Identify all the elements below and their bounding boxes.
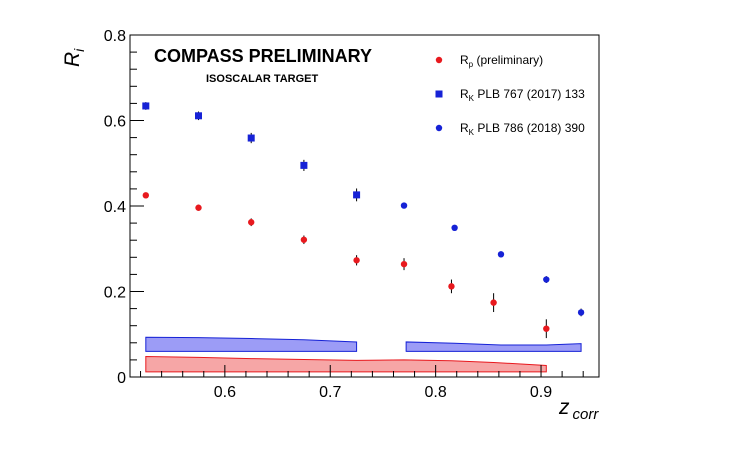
legend-label-rest: PLB 786 (2018) 390 xyxy=(474,121,585,135)
y-axis: 0 0.2 0.4 0.6 0.8 xyxy=(104,28,144,387)
legend-label-main: R xyxy=(460,53,469,67)
legend-label: RK PLB 767 (2017) 133 xyxy=(460,87,585,103)
legend-marker-circle xyxy=(435,124,443,132)
data-point-square xyxy=(247,134,255,142)
y-tick-label: 0.2 xyxy=(104,285,126,302)
systematic-band xyxy=(145,336,358,352)
y-axis-title: Ri xyxy=(61,48,87,67)
data-point-square xyxy=(142,102,150,110)
legend-marker-circle xyxy=(435,56,443,64)
data-point-circle xyxy=(577,309,585,316)
x-tick-label: 0.8 xyxy=(425,384,447,401)
legend-label: Rp (preliminary) xyxy=(460,53,543,69)
data-point-circle xyxy=(543,276,550,283)
legend-label-sub: K xyxy=(469,128,475,137)
y-tick-label: 0.6 xyxy=(104,114,126,131)
legend-label-main: R xyxy=(460,121,469,135)
systematic-bands xyxy=(145,336,582,373)
data-point-square xyxy=(195,112,203,120)
data-point-circle xyxy=(543,325,550,332)
chart-title: COMPASS PRELIMINARY xyxy=(154,46,372,66)
x-axis-title-main: z xyxy=(558,396,570,419)
x-axis-title-sub: corr xyxy=(573,406,600,423)
data-point-circle xyxy=(195,204,202,211)
data-point-square xyxy=(300,161,308,169)
data-points xyxy=(142,102,585,339)
chart-subtitle: ISOSCALAR TARGET xyxy=(206,73,319,85)
x-axis: 0.6 0.7 0.8 0.9 xyxy=(140,365,584,401)
legend-marker-square xyxy=(435,90,443,98)
legend: Rp (preliminary)RK PLB 767 (2017) 133RK … xyxy=(435,53,585,137)
y-axis-title-main: R xyxy=(61,52,84,67)
data-point-circle xyxy=(497,251,505,258)
legend-label-rest: (preliminary) xyxy=(473,53,543,67)
legend-label-sub: p xyxy=(469,60,474,69)
legend-label: RK PLB 786 (2018) 390 xyxy=(460,121,585,137)
data-point-circle xyxy=(400,202,408,209)
y-tick-label: 0 xyxy=(117,370,126,387)
y-tick-label: 0.4 xyxy=(104,199,126,216)
data-point-circle xyxy=(451,224,458,232)
data-point-circle xyxy=(400,260,408,268)
data-point-square xyxy=(353,191,361,199)
x-tick-label: 0.6 xyxy=(214,384,236,401)
y-tick-label: 0.8 xyxy=(104,28,126,45)
x-axis-title: z corr xyxy=(558,396,599,423)
systematic-band xyxy=(405,341,582,352)
systematic-band xyxy=(145,355,547,373)
data-point-circle xyxy=(142,192,150,199)
x-tick-label: 0.9 xyxy=(530,384,552,401)
data-point-circle xyxy=(300,236,308,243)
data-point-circle xyxy=(353,257,360,264)
data-point-circle xyxy=(490,299,497,306)
y-axis-title-sub: i xyxy=(71,48,87,52)
legend-label-main: R xyxy=(460,87,469,101)
legend-label-rest: PLB 767 (2017) 133 xyxy=(474,87,585,101)
data-point-circle xyxy=(248,219,255,226)
data-point-circle xyxy=(448,283,455,290)
x-tick-label: 0.7 xyxy=(319,384,341,401)
legend-label-sub: K xyxy=(469,94,475,103)
